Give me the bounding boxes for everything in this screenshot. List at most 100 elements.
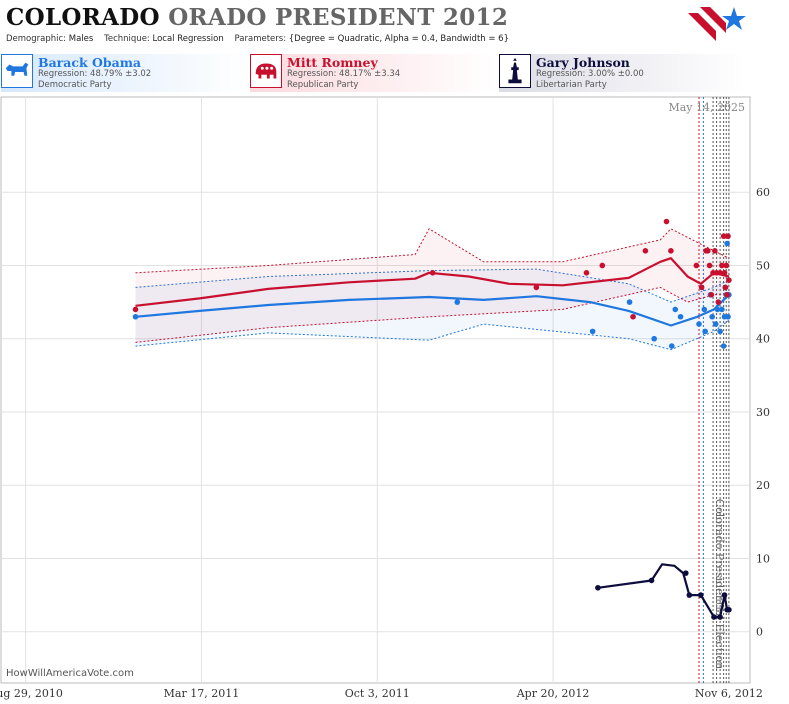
poll-point (668, 248, 674, 254)
trend-line (135, 257, 730, 307)
y-tick-label: 50 (756, 259, 770, 272)
donkey-icon (1, 54, 33, 88)
poll-point (677, 313, 684, 320)
poll-point (583, 270, 590, 276)
poll-point (712, 248, 718, 254)
technique-value: Local Regression (152, 34, 224, 44)
poll-point (719, 306, 725, 313)
parameters-label: Parameters: (234, 34, 287, 44)
poll-point (693, 262, 700, 269)
y-tick-label: 60 (756, 186, 770, 199)
poll-point (724, 240, 730, 247)
candidate-card-johnson: Gary Johnson Regression: 3.00% ±0.00 Lib… (499, 54, 745, 92)
x-tick-label: Aug 29, 2010 (0, 687, 63, 700)
candidate-party-obama: Democratic Party (38, 80, 112, 90)
poll-point (722, 284, 729, 291)
poll-point (702, 328, 708, 335)
y-tick-label: 40 (756, 333, 770, 346)
y-tick-label: 0 (756, 626, 763, 639)
demographic-value: Males (68, 34, 94, 44)
y-tick-label: 30 (756, 406, 770, 419)
poll-point (726, 606, 732, 613)
parameters-value: {Degree = Quadratic, Alpha = 0.4, Bandwi… (288, 34, 510, 44)
upper-bound-line (135, 268, 730, 303)
poll-point (717, 270, 723, 276)
poll-point (701, 306, 708, 313)
lower-bound-line (135, 286, 729, 343)
title-rest: ORADO PRESIDENT 2012 (168, 4, 509, 31)
confidence-band (135, 269, 729, 350)
trend-line (135, 294, 730, 327)
candidate-regression-obama: Regression: 48.79% ±3.02 (38, 69, 152, 79)
poll-point (714, 306, 721, 313)
poll-point (723, 262, 730, 269)
poll-point (708, 291, 715, 298)
poll-point (721, 270, 728, 276)
x-tick-label: Oct 3, 2011 (345, 687, 410, 700)
election-label: Colorado Presidential Election (713, 499, 726, 670)
poll-point (651, 335, 657, 342)
poll-point (683, 570, 689, 576)
site-credit: HowWillAmericaVote.com (6, 668, 134, 679)
candidate-party-johnson: Libertarian Party (536, 80, 607, 90)
candidate-name-johnson: Gary Johnson (536, 55, 630, 70)
poll-point (725, 313, 731, 320)
demographic-label: Demographic: (6, 34, 67, 44)
poll-point (454, 299, 461, 305)
x-tick-label: Apr 20, 2012 (516, 687, 590, 700)
poll-point (720, 233, 727, 239)
poll-point (725, 233, 731, 239)
poll-point (726, 277, 732, 283)
chart-date-label: May 14, 2025 (668, 101, 745, 114)
poll-point (712, 321, 719, 327)
y-tick-label: 20 (756, 479, 770, 492)
poll-point (630, 313, 636, 320)
candidate-name-obama: Barack Obama (38, 55, 142, 70)
poll-point (717, 328, 723, 335)
poll-point (717, 614, 723, 620)
poll-point (589, 328, 596, 335)
poll-point (724, 291, 730, 298)
chart-title: COLORADO ORADO PRESIDENT 2012 (6, 4, 508, 31)
poll-point (715, 299, 722, 305)
candidate-party-romney: Republican Party (287, 80, 359, 90)
x-tick-label: Nov 6, 2012 (695, 687, 763, 700)
confidence-band (135, 228, 729, 343)
poll-point (668, 343, 675, 349)
poll-point (686, 592, 693, 598)
poll-point (698, 284, 705, 291)
poll-point (533, 284, 540, 291)
poll-point (648, 577, 655, 584)
poll-point (429, 270, 436, 276)
poll-point (720, 343, 727, 349)
parameters-line: Demographic: Males Technique: Local Regr… (6, 34, 509, 44)
poll-point (696, 321, 702, 327)
upper-bound-line (135, 228, 730, 274)
poll-point (706, 262, 713, 269)
poll-point (672, 306, 679, 313)
poll-point (709, 313, 715, 320)
poll-point (697, 592, 704, 598)
elephant-icon (250, 54, 282, 88)
poll-point (132, 306, 139, 313)
technique-label: Technique: (104, 34, 150, 44)
site-logo-icon (688, 7, 746, 41)
title-state: COLORADO (6, 4, 160, 31)
lower-bound-line (135, 319, 730, 351)
poll-point (642, 248, 649, 254)
poll-point (705, 248, 711, 254)
candidate-regression-johnson: Regression: 3.00% ±0.00 (536, 69, 644, 79)
poll-point (711, 614, 717, 620)
plot-area (0, 96, 751, 684)
poll-point (132, 313, 139, 320)
x-tick-label: Mar 17, 2011 (164, 687, 240, 700)
poll-point (719, 262, 725, 269)
candidate-card-obama: Barack Obama Regression: 48.79% ±3.02 De… (1, 54, 247, 92)
candidate-name-romney: Mitt Romney (287, 55, 378, 70)
poll-point (721, 592, 728, 598)
poll-point (663, 218, 670, 225)
poll-point (626, 299, 633, 305)
poll-point (595, 584, 601, 591)
candidate-card-romney: Mitt Romney Regression: 48.17% ±3.34 Rep… (250, 54, 496, 92)
